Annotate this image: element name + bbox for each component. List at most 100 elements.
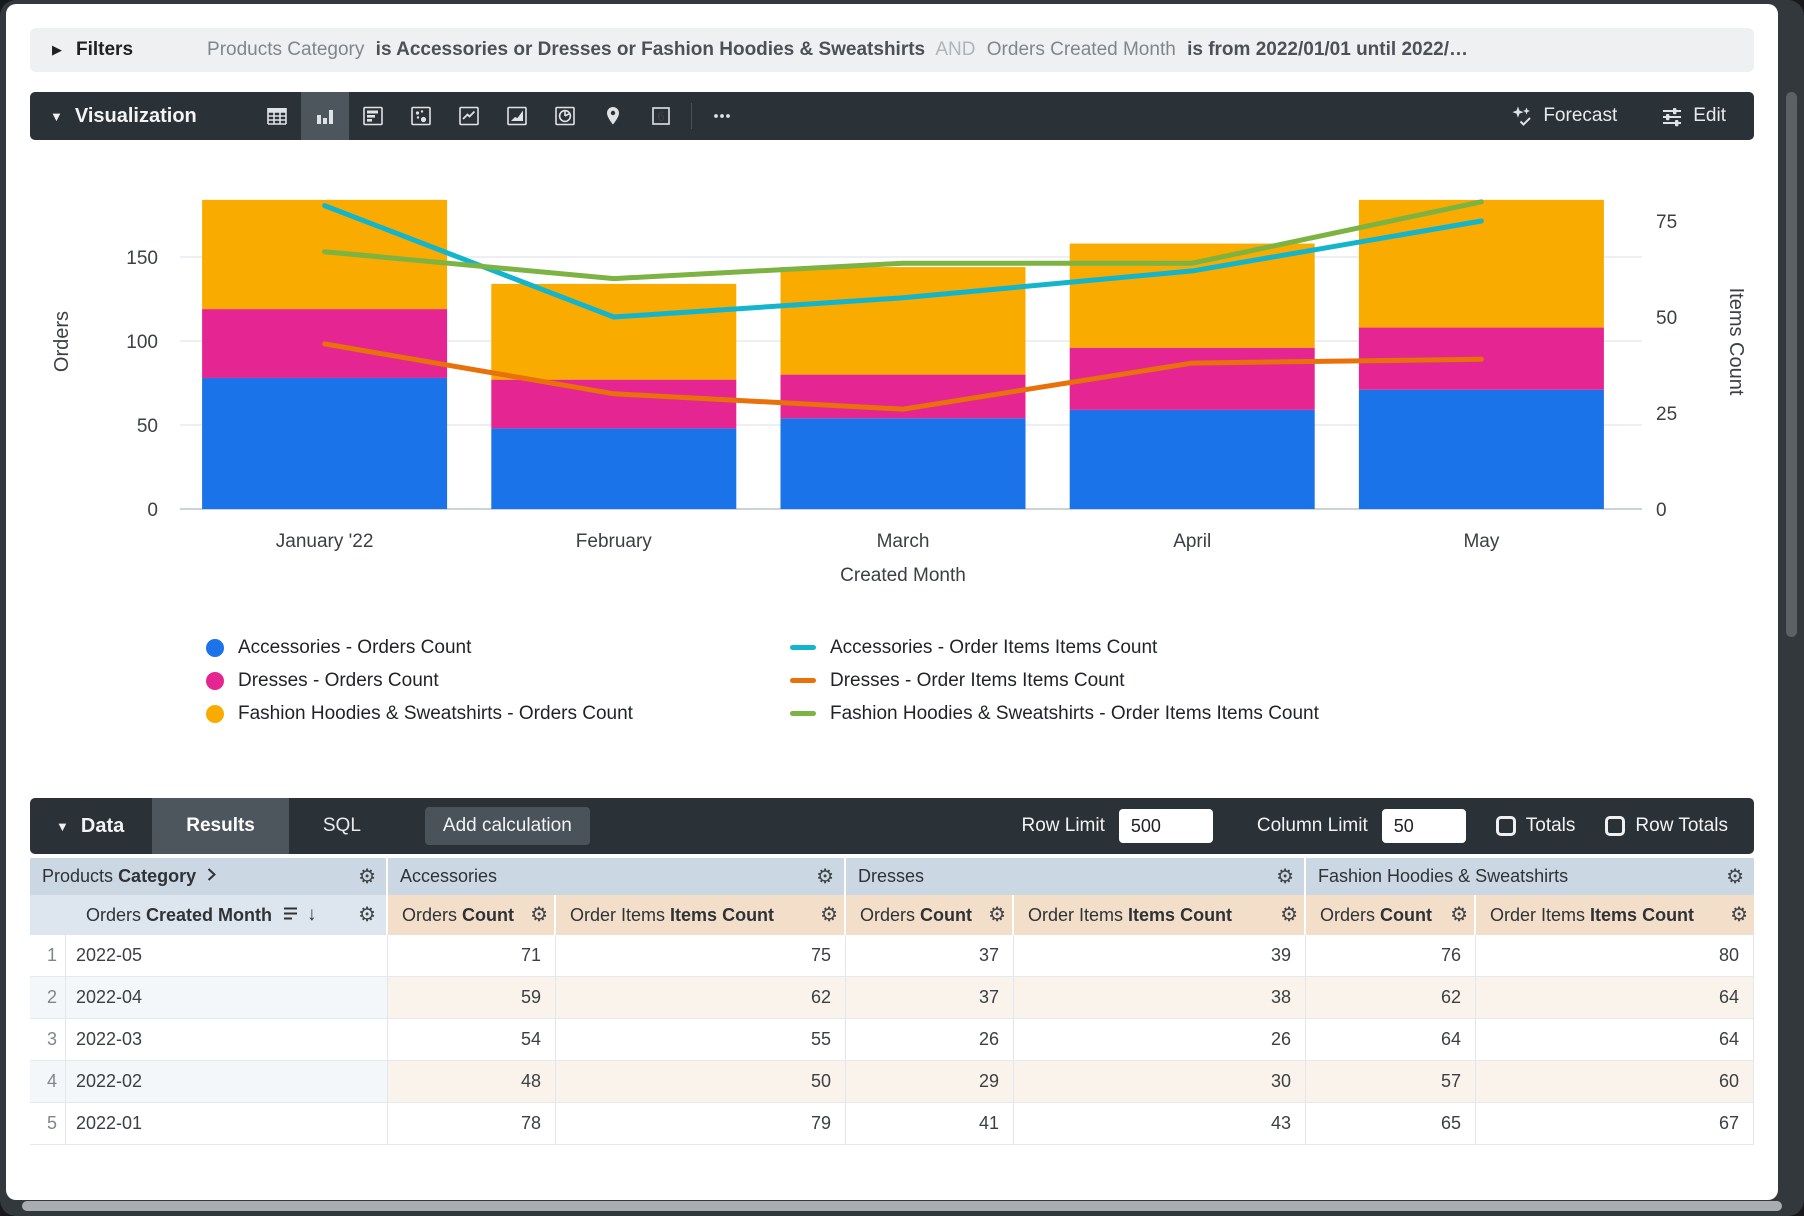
measure-cell[interactable]: 55 bbox=[556, 1019, 846, 1060]
header-group-dresses[interactable]: Dresses ⚙ bbox=[846, 858, 1306, 895]
bar-segment[interactable] bbox=[202, 199, 448, 310]
measure-cell[interactable]: 79 bbox=[556, 1103, 846, 1144]
measure-cell[interactable]: 48 bbox=[388, 1061, 556, 1102]
more-chart-types-icon[interactable] bbox=[698, 92, 746, 140]
header-products-category[interactable]: Products Category ⚙ bbox=[30, 858, 388, 895]
dimension-cell[interactable]: 2022-05 bbox=[66, 935, 388, 976]
column-limit-input[interactable] bbox=[1381, 809, 1466, 843]
legend-item[interactable]: Accessories - Orders Count bbox=[206, 631, 790, 664]
edit-button[interactable]: Edit bbox=[1661, 105, 1726, 127]
area-chart-icon[interactable] bbox=[493, 92, 541, 140]
dimension-cell[interactable]: 2022-02 bbox=[66, 1061, 388, 1102]
series-line[interactable] bbox=[322, 199, 1484, 282]
measure-cell[interactable]: 26 bbox=[1014, 1019, 1306, 1060]
sort-desc-icon[interactable]: ↓ bbox=[307, 904, 317, 925]
measure-cell[interactable]: 38 bbox=[1014, 977, 1306, 1018]
measure-cell[interactable]: 54 bbox=[388, 1019, 556, 1060]
measure-cell[interactable]: 30 bbox=[1014, 1061, 1306, 1102]
measure-cell[interactable]: 64 bbox=[1306, 1019, 1476, 1060]
legend-item[interactable]: Dresses - Order Items Items Count bbox=[790, 664, 1319, 697]
row-totals-checkbox-group[interactable]: Row Totals bbox=[1605, 815, 1728, 837]
measure-cell[interactable]: 80 bbox=[1476, 935, 1754, 976]
gear-icon[interactable]: ⚙ bbox=[1450, 904, 1468, 926]
header-order-items-count[interactable]: Order Items Items Count ⚙ bbox=[1476, 895, 1754, 935]
bar-segment[interactable] bbox=[780, 267, 1026, 375]
measure-cell[interactable]: 62 bbox=[1306, 977, 1476, 1018]
gear-icon[interactable]: ⚙ bbox=[1280, 904, 1298, 926]
gear-icon[interactable]: ⚙ bbox=[1276, 865, 1294, 888]
measure-cell[interactable]: 37 bbox=[846, 935, 1014, 976]
bar-segment[interactable] bbox=[491, 283, 737, 380]
filters-toggle[interactable]: ▶ Filters bbox=[52, 39, 133, 61]
gear-icon[interactable]: ⚙ bbox=[820, 904, 838, 926]
measure-cell[interactable]: 65 bbox=[1306, 1103, 1476, 1144]
tab-results[interactable]: Results bbox=[152, 798, 289, 854]
bar-segment[interactable] bbox=[202, 377, 448, 509]
measure-cell[interactable]: 50 bbox=[556, 1061, 846, 1102]
combo-chart[interactable]: 0 50 100 150 0 25 50 75 January '22 February March… bbox=[30, 144, 1754, 590]
measure-cell[interactable]: 39 bbox=[1014, 935, 1306, 976]
measure-cell[interactable]: 76 bbox=[1306, 935, 1476, 976]
gear-icon[interactable]: ⚙ bbox=[1726, 865, 1744, 888]
measure-cell[interactable]: 64 bbox=[1476, 1019, 1754, 1060]
legend-item[interactable]: Fashion Hoodies & Sweatshirts - Order It… bbox=[790, 697, 1319, 730]
header-orders-count[interactable]: Orders Count ⚙ bbox=[846, 895, 1014, 935]
measure-cell[interactable]: 60 bbox=[1476, 1061, 1754, 1102]
measure-cell[interactable]: 59 bbox=[388, 977, 556, 1018]
measure-cell[interactable]: 75 bbox=[556, 935, 846, 976]
gear-icon[interactable]: ⚙ bbox=[816, 865, 834, 888]
header-group-accessories[interactable]: Accessories ⚙ bbox=[388, 858, 846, 895]
dimension-cell[interactable]: 2022-01 bbox=[66, 1103, 388, 1144]
measure-cell[interactable]: 78 bbox=[388, 1103, 556, 1144]
row-totals-checkbox[interactable] bbox=[1605, 816, 1626, 836]
bar-segment[interactable] bbox=[491, 428, 737, 509]
line-chart-icon[interactable] bbox=[445, 92, 493, 140]
legend-item[interactable]: Dresses - Orders Count bbox=[206, 664, 790, 697]
filter-summary[interactable]: Products Category is Accessories or Dres… bbox=[207, 39, 1474, 61]
totals-checkbox-group[interactable]: Totals bbox=[1495, 815, 1575, 837]
gear-icon[interactable]: ⚙ bbox=[358, 865, 376, 888]
row-limit-input[interactable] bbox=[1118, 809, 1213, 843]
measure-cell[interactable]: 62 bbox=[556, 977, 846, 1018]
single-value-icon[interactable]: 6 bbox=[637, 92, 685, 140]
gear-icon[interactable]: ⚙ bbox=[530, 904, 548, 926]
subtotal-icon[interactable] bbox=[282, 905, 299, 926]
scatter-chart-icon[interactable] bbox=[397, 92, 445, 140]
series-line[interactable] bbox=[322, 203, 1484, 320]
gear-icon[interactable]: ⚙ bbox=[988, 904, 1006, 926]
measure-cell[interactable]: 67 bbox=[1476, 1103, 1754, 1144]
measure-cell[interactable]: 41 bbox=[846, 1103, 1014, 1144]
data-toggle[interactable]: ▼ Data bbox=[30, 815, 152, 838]
gear-icon[interactable]: ⚙ bbox=[1730, 904, 1748, 926]
totals-checkbox[interactable] bbox=[1495, 816, 1516, 836]
header-orders-count[interactable]: Orders Count ⚙ bbox=[388, 895, 556, 935]
header-group-fashion-hoodies[interactable]: Fashion Hoodies & Sweatshirts ⚙ bbox=[1306, 858, 1754, 895]
bar-segment[interactable] bbox=[1069, 243, 1315, 348]
bar-segment[interactable] bbox=[780, 418, 1026, 509]
bar-segment[interactable] bbox=[1069, 409, 1315, 509]
header-order-items-count[interactable]: Order Items Items Count ⚙ bbox=[1014, 895, 1306, 935]
bar-segment[interactable] bbox=[491, 379, 737, 429]
tab-sql[interactable]: SQL bbox=[322, 815, 361, 836]
dimension-cell[interactable]: 2022-03 bbox=[66, 1019, 388, 1060]
column-chart-icon[interactable] bbox=[300, 92, 349, 140]
pie-chart-icon[interactable] bbox=[541, 92, 589, 140]
dimension-cell[interactable]: 2022-04 bbox=[66, 977, 388, 1018]
bar-chart-icon[interactable] bbox=[349, 92, 397, 140]
visualization-toggle[interactable]: ▼ Visualization bbox=[30, 105, 197, 128]
measure-cell[interactable]: 64 bbox=[1476, 977, 1754, 1018]
legend-item[interactable]: Accessories - Order Items Items Count bbox=[790, 631, 1319, 664]
measure-cell[interactable]: 29 bbox=[846, 1061, 1014, 1102]
measure-cell[interactable]: 71 bbox=[388, 935, 556, 976]
header-orders-created-month[interactable]: Orders Created Month ↓ ⚙ bbox=[30, 895, 388, 935]
bar-segment[interactable] bbox=[1069, 347, 1315, 410]
add-calculation-button[interactable]: Add calculation bbox=[424, 807, 590, 845]
series-line[interactable] bbox=[322, 341, 1484, 412]
legend-item[interactable]: Fashion Hoodies & Sweatshirts - Orders C… bbox=[206, 697, 790, 730]
header-order-items-count[interactable]: Order Items Items Count ⚙ bbox=[556, 895, 846, 935]
measure-cell[interactable]: 43 bbox=[1014, 1103, 1306, 1144]
header-orders-count[interactable]: Orders Count ⚙ bbox=[1306, 895, 1476, 935]
map-chart-icon[interactable] bbox=[589, 92, 637, 140]
scrollbar-thumb[interactable] bbox=[1786, 92, 1797, 637]
bar-segment[interactable] bbox=[1358, 389, 1604, 509]
